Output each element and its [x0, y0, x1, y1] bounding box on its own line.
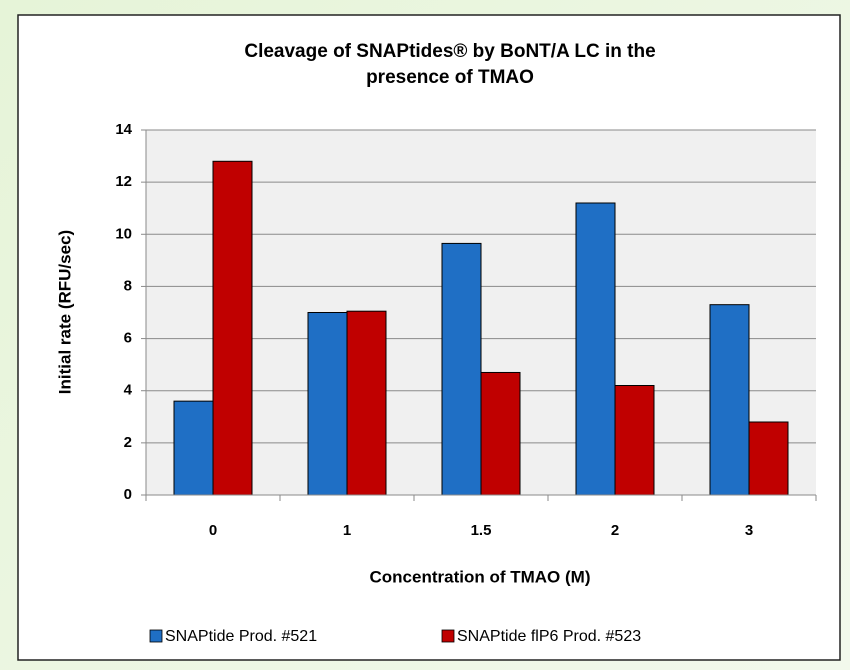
bar	[441, 242, 482, 496]
legend-swatch	[441, 629, 455, 643]
bar	[575, 202, 616, 496]
legend-label: SNAPtide flP6 Prod. #523	[457, 628, 641, 645]
bar	[346, 310, 387, 496]
y-tick-label: 6	[124, 330, 132, 347]
x-axis-title: Concentration of TMAO (M)	[370, 567, 591, 586]
x-tick-label: 1	[343, 522, 351, 539]
chart-title: Cleavage of SNAPtides® by BoNT/A LC in t…	[244, 41, 655, 62]
x-tick-label: 3	[745, 522, 753, 539]
x-tick-label: 1.5	[471, 522, 492, 539]
bar	[173, 400, 214, 496]
bar	[614, 385, 655, 496]
bar	[307, 312, 348, 496]
y-tick-label: 4	[124, 382, 133, 399]
x-tick-label: 2	[611, 522, 619, 539]
y-tick-label: 10	[115, 225, 132, 242]
y-tick-label: 8	[124, 277, 132, 294]
y-tick-label: 0	[124, 486, 132, 503]
y-tick-label: 14	[115, 121, 132, 138]
legend-label: SNAPtide Prod. #521	[165, 628, 317, 645]
y-axis-title: Initial rate (RFU/sec)	[55, 230, 74, 394]
x-tick-label: 0	[209, 522, 217, 539]
bar	[709, 304, 750, 496]
y-tick-label: 2	[124, 434, 132, 451]
bar	[480, 371, 521, 496]
chart-subtitle: presence of TMAO	[366, 67, 534, 88]
bar	[212, 160, 253, 496]
legend-swatch	[149, 629, 163, 643]
y-tick-label: 12	[115, 173, 132, 190]
bar	[748, 421, 789, 496]
